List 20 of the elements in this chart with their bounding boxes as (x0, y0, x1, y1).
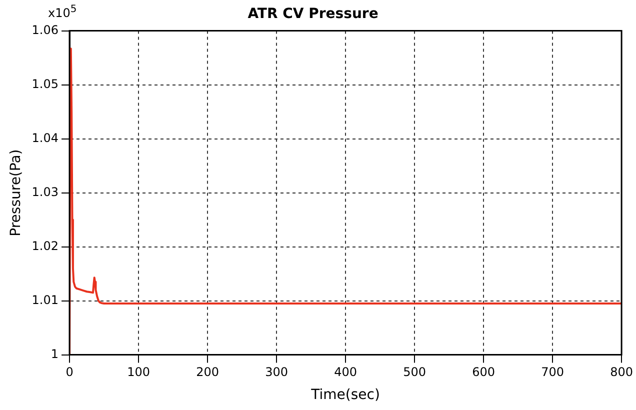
x-tick-label: 600 (472, 365, 495, 380)
chart-title: ATR CV Pressure (248, 6, 378, 22)
x-tick-label: 0 (66, 365, 74, 380)
y-tick-label: 1.04 (32, 130, 59, 145)
text: x10$^{5}$ (48, 4, 77, 20)
x-tick-label: 800 (610, 365, 633, 380)
x-tick-label: 700 (541, 365, 564, 380)
y-tick-label: 1.02 (32, 238, 59, 253)
x-axis-title: Time(sec) (310, 387, 380, 404)
x-tick-label: 500 (403, 365, 426, 380)
x-tick-label: 400 (334, 365, 357, 380)
y-tick-label: 1 (50, 346, 59, 361)
x-tick-label: 300 (265, 365, 288, 380)
y-tick-label: 1.01 (32, 292, 59, 307)
y-tick-label: 1.05 (32, 76, 59, 91)
x-tick-label: 200 (196, 365, 219, 380)
y-tick-label: 1.03 (32, 184, 59, 199)
y-tick-label: 1.06 (32, 22, 59, 37)
y-axis-title: Pressure(Pa) (8, 149, 24, 236)
x-tick-label: 100 (127, 365, 150, 380)
